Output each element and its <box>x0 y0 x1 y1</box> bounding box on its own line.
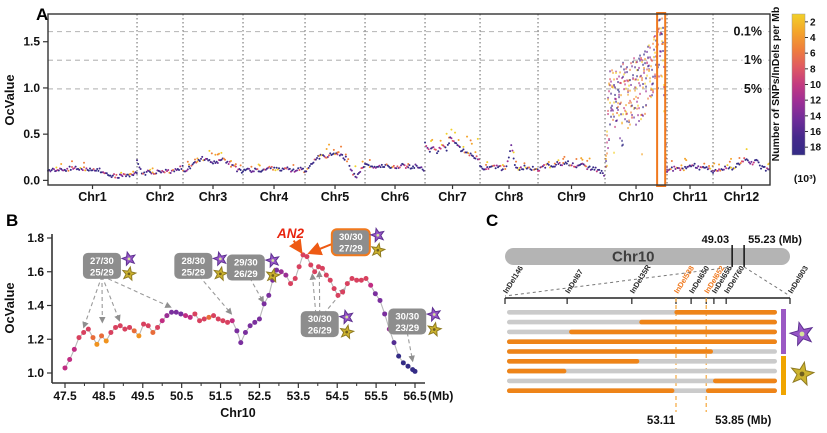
svg-text:InDel903: InDel903 <box>786 264 810 295</box>
svg-text:6: 6 <box>810 49 816 60</box>
svg-text:Chr2: Chr2 <box>146 190 175 204</box>
svg-text:Chr11: Chr11 <box>673 190 708 204</box>
panel-b-chr10-ocvalue-chart: 1.0 1.2 1.4 1.6 1.8 47.5 48.5 49.5 50.5 51.5 52.5 5… <box>2 226 453 420</box>
svg-text:Chr6: Chr6 <box>381 190 410 204</box>
svg-text:1.6: 1.6 <box>27 265 44 279</box>
svg-text:4: 4 <box>810 33 816 44</box>
svg-text:InDel146: InDel146 <box>501 264 525 295</box>
svg-text:0.5: 0.5 <box>23 127 40 141</box>
panel-a-genome-scan-chart: Chr1 Chr2 Chr3 Chr4 Chr5 Chr6 Chr7 Chr8 Chr9 Chr1… <box>2 7 822 204</box>
svg-text:Chr10: Chr10 <box>618 190 653 204</box>
svg-text:Number of SNPs/InDels per Mb: Number of SNPs/InDels per Mb <box>770 7 782 162</box>
svg-text:Chr4: Chr4 <box>260 190 289 204</box>
svg-text:53.5: 53.5 <box>287 389 311 403</box>
svg-text:Chr10: Chr10 <box>612 249 655 266</box>
svg-text:Chr7: Chr7 <box>438 190 467 204</box>
svg-text:47.5: 47.5 <box>53 389 77 403</box>
svg-text:54.5: 54.5 <box>326 389 350 403</box>
svg-text:Chr9: Chr9 <box>557 190 586 204</box>
svg-text:1.2: 1.2 <box>27 332 44 346</box>
svg-text:Chr10: Chr10 <box>220 406 255 420</box>
svg-text:OcValue: OcValue <box>2 74 17 125</box>
svg-text:0.0: 0.0 <box>23 173 40 187</box>
svg-text:Chr12: Chr12 <box>724 190 759 204</box>
svg-text:53.11: 53.11 <box>647 415 676 427</box>
svg-text:30/30: 30/30 <box>395 312 419 323</box>
svg-text:Chr5: Chr5 <box>321 190 350 204</box>
svg-text:InDel67: InDel67 <box>563 268 585 295</box>
svg-text:55.5: 55.5 <box>364 389 388 403</box>
svg-text:26/29: 26/29 <box>234 269 258 280</box>
svg-text:55.23 (Mb): 55.23 (Mb) <box>748 234 802 246</box>
svg-text:48.5: 48.5 <box>92 389 116 403</box>
svg-text:0.1%: 0.1% <box>734 25 763 39</box>
svg-text:52.5: 52.5 <box>248 389 272 403</box>
svg-text:14: 14 <box>810 111 822 122</box>
svg-text:25/29: 25/29 <box>90 267 114 278</box>
svg-text:50.5: 50.5 <box>170 389 194 403</box>
svg-text:(Mb): (Mb) <box>428 389 453 403</box>
svg-text:56.5: 56.5 <box>403 389 427 403</box>
svg-text:53.85 (Mb): 53.85 (Mb) <box>715 415 771 427</box>
panel-a-label: A <box>36 5 49 24</box>
svg-text:1.8: 1.8 <box>27 231 44 245</box>
svg-text:23/29: 23/29 <box>395 323 419 334</box>
svg-text:29/30: 29/30 <box>234 258 258 269</box>
svg-text:8: 8 <box>810 64 816 75</box>
svg-text:2: 2 <box>810 17 816 28</box>
svg-text:25/29: 25/29 <box>181 267 205 278</box>
svg-text:51.5: 51.5 <box>209 389 233 403</box>
panel-c-haplotype-diagram: Chr10 49.03 55.23 (Mb) InDel146 InDel67 InDel… <box>501 234 816 427</box>
svg-text:18: 18 <box>810 143 822 154</box>
svg-text:10: 10 <box>810 80 822 91</box>
svg-text:26/29: 26/29 <box>308 326 332 337</box>
svg-text:27/29: 27/29 <box>339 244 363 255</box>
svg-text:Chr1: Chr1 <box>78 190 107 204</box>
svg-text:1%: 1% <box>744 53 762 67</box>
svg-text:InDel35R: InDel35R <box>628 263 653 295</box>
svg-text:49.03: 49.03 <box>702 234 730 246</box>
svg-text:12: 12 <box>810 96 822 107</box>
svg-text:28/30: 28/30 <box>181 256 205 267</box>
svg-text:49.5: 49.5 <box>131 389 155 403</box>
svg-text:(10³): (10³) <box>794 173 816 185</box>
panel-c-label: C <box>486 211 499 230</box>
svg-text:1.0: 1.0 <box>23 81 40 95</box>
svg-text:1.0: 1.0 <box>27 366 44 380</box>
svg-text:16: 16 <box>810 127 822 138</box>
svg-text:30/30: 30/30 <box>308 314 332 325</box>
svg-text:5%: 5% <box>744 82 762 96</box>
svg-text:1.5: 1.5 <box>23 35 40 49</box>
svg-text:Chr8: Chr8 <box>495 190 524 204</box>
svg-text:27/30: 27/30 <box>90 256 114 267</box>
svg-text:OcValue: OcValue <box>2 282 17 333</box>
svg-text:AN2: AN2 <box>276 226 304 241</box>
svg-text:30/30: 30/30 <box>339 232 363 243</box>
panel-b-label: B <box>6 211 19 230</box>
svg-text:1.4: 1.4 <box>27 299 44 313</box>
svg-text:Chr3: Chr3 <box>199 190 228 204</box>
